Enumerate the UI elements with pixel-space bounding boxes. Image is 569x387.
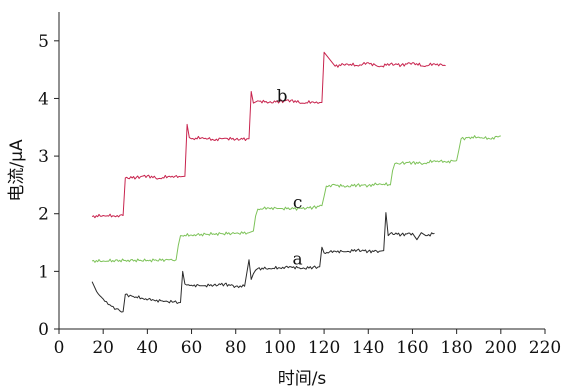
y-tick-label: 0 [38, 320, 49, 340]
series-line-b [91, 51, 446, 219]
series-label-b: b [277, 87, 288, 107]
y-tick-label: 3 [38, 147, 49, 167]
x-tick-label: 200 [485, 338, 517, 358]
x-tick-label: 40 [137, 338, 159, 358]
x-tick-label: 180 [440, 338, 472, 358]
x-axis-title: 时间/s [278, 369, 327, 387]
series-label-c: c [293, 193, 303, 213]
series-labels: a b c [277, 87, 303, 270]
y-tick-label: 2 [38, 205, 49, 225]
x-tick-label: 80 [225, 338, 247, 358]
series-line-a [91, 212, 435, 313]
y-tick-label: 1 [38, 262, 49, 282]
x-tick-label: 220 [529, 338, 561, 358]
series-layer [91, 51, 501, 313]
x-tick-label: 60 [181, 338, 203, 358]
y-axis-title: 电流/μA [7, 139, 27, 202]
x-tick-label: 100 [264, 338, 296, 358]
x-tick-label: 120 [308, 338, 340, 358]
series-label-a: a [293, 250, 303, 270]
series-line-c [91, 135, 501, 263]
x-tick-label: 160 [396, 338, 428, 358]
y-ticks: 0 1 2 3 4 5 [38, 32, 59, 340]
y-tick-label: 5 [38, 32, 49, 52]
x-tick-label: 140 [352, 338, 384, 358]
x-tick-label: 0 [54, 338, 65, 358]
x-tick-label: 20 [92, 338, 114, 358]
axes [58, 12, 545, 330]
x-ticks: 0 20 40 60 80 100 120 140 160 180 200 220 [54, 329, 561, 358]
y-tick-label: 4 [38, 89, 49, 109]
